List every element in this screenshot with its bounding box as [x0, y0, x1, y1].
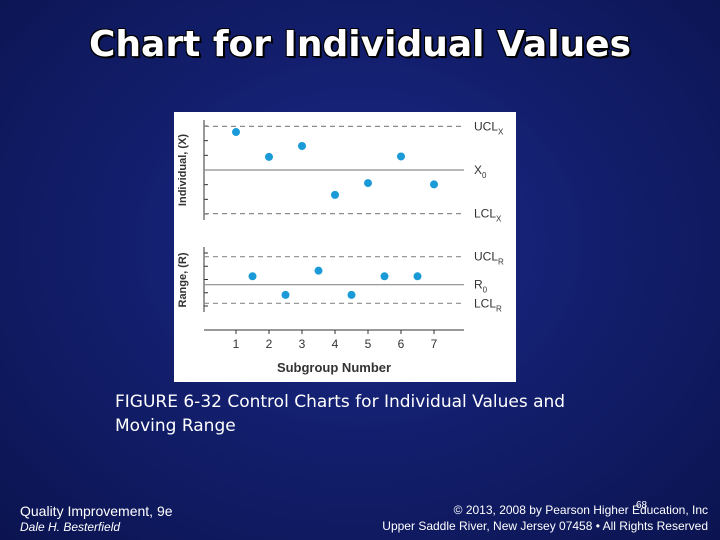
data-point — [430, 180, 438, 189]
data-point — [380, 272, 389, 281]
subgroup-x-axis: 1 2 3 4 5 6 7 Subgroup Number — [204, 329, 464, 375]
individual-values-chart: Individual, (X) UCLX X0 LCLX — [177, 119, 504, 223]
x-tick-label: 3 — [299, 337, 306, 351]
book-title: Quality Improvement, 9e — [20, 503, 173, 519]
data-point — [248, 272, 257, 281]
x-tick-label: 7 — [431, 337, 438, 351]
data-point — [281, 290, 290, 299]
caption-line-2: Moving Range — [115, 416, 236, 436]
control-chart-figure: Individual, (X) UCLX X0 LCLX Range, (R) UCLR… — [174, 112, 516, 382]
x-axis-title: Subgroup Number — [277, 360, 391, 375]
slide-title: Chart for Individual Values — [88, 24, 632, 65]
data-point — [232, 128, 240, 137]
data-point — [265, 152, 273, 161]
publisher-address: Upper Saddle River, New Jersey 07458 • A… — [382, 519, 708, 533]
x-tick-label: 4 — [332, 337, 339, 351]
copyright-line: © 2013, 2008 by Pearson Higher Education… — [453, 503, 708, 517]
author-name: Dale H. Besterfield — [20, 520, 121, 534]
control-line-label: UCLR — [474, 250, 504, 267]
data-point — [397, 152, 405, 161]
data-point — [364, 179, 372, 188]
page-number: 68 — [636, 500, 648, 511]
control-line-label: LCLR — [474, 296, 502, 313]
figure-caption: FIGURE 6-32 Control Charts for Individua… — [115, 390, 615, 438]
control-line-label: R0 — [474, 278, 488, 295]
data-point — [413, 272, 422, 281]
y-axis-label: Range, (R) — [177, 252, 189, 307]
control-line-label: X0 — [474, 163, 487, 180]
x-tick-label: 1 — [233, 337, 240, 351]
control-line-label: LCLX — [474, 207, 502, 224]
data-point — [331, 190, 339, 199]
x-tick-label: 2 — [266, 337, 273, 351]
x-tick-label: 5 — [365, 337, 372, 351]
y-axis-label: Individual, (X) — [177, 134, 189, 206]
data-point — [314, 266, 323, 275]
data-point — [298, 142, 306, 150]
control-line-label: UCLX — [474, 119, 504, 136]
control-charts-svg: Individual, (X) UCLX X0 LCLX Range, (R) UCLR… — [177, 119, 504, 375]
x-tick-label: 6 — [398, 337, 405, 351]
caption-line-1: FIGURE 6-32 Control Charts for Individua… — [115, 392, 566, 412]
data-point — [347, 290, 356, 299]
